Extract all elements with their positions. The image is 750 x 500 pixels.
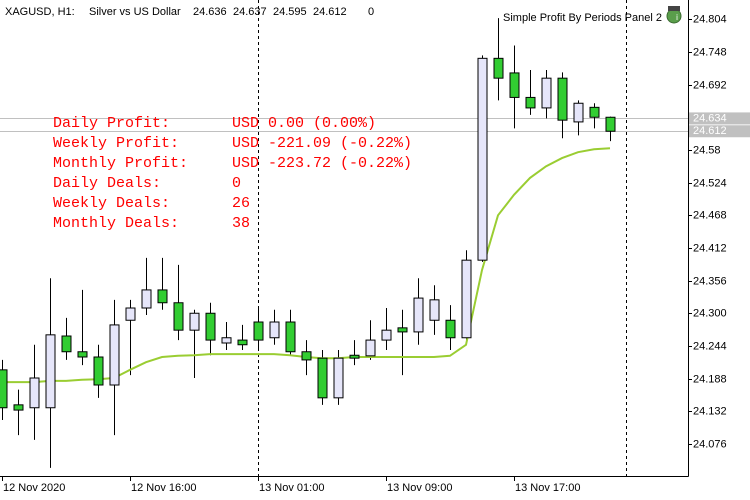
- svg-text:i: i: [676, 13, 678, 22]
- x-tick-label: 13 Nov 17:00: [515, 482, 580, 494]
- candle-body: [349, 354, 360, 359]
- candle-body: [333, 357, 344, 399]
- y-tick-label: 24.132: [693, 405, 727, 417]
- candle-body: [477, 57, 488, 261]
- candle-body: [109, 324, 120, 386]
- candle-body: [397, 327, 408, 333]
- y-tick-label: 24.524: [693, 177, 727, 189]
- panel-label: Monthly Deals:: [53, 215, 179, 232]
- y-tick-label: 24.244: [693, 340, 727, 352]
- symbol: XAGUSD, H1:: [5, 6, 75, 18]
- panel-value: 38: [232, 215, 250, 232]
- panel-value: 26: [232, 195, 250, 212]
- y-tick-label: 24.468: [693, 209, 727, 221]
- candle-body: [253, 321, 264, 341]
- candle-body: [45, 334, 56, 409]
- candle-body: [413, 297, 424, 333]
- candle-body: [429, 299, 440, 321]
- candle-body: [77, 351, 88, 358]
- candle-body: [269, 321, 280, 339]
- x-tick-label: 12 Nov 16:00: [131, 482, 196, 494]
- candle-body: [365, 339, 376, 357]
- candle-body: [93, 356, 104, 386]
- y-tick-label: 24.412: [693, 242, 727, 254]
- candle-body: [317, 357, 328, 399]
- panel-label: Daily Profit:: [53, 115, 170, 132]
- y-tick-label: 24.692: [693, 79, 727, 91]
- candle-body: [157, 289, 168, 304]
- candle-body: [29, 377, 40, 409]
- panel-label: Weekly Profit:: [53, 135, 179, 152]
- price-label: 24.612: [693, 125, 727, 137]
- candle-body: [589, 106, 600, 118]
- candle-body: [541, 77, 552, 109]
- y-tick-label: 24.356: [693, 275, 727, 287]
- price-label-box: [689, 112, 750, 125]
- y-tick-label: 24.188: [693, 373, 727, 385]
- indicator-title: Simple Profit By Periods Panel 2: [503, 12, 662, 24]
- x-tick-label: 13 Nov 01:00: [259, 482, 324, 494]
- header-high: 24.637: [233, 6, 267, 18]
- candle-body: [445, 319, 456, 339]
- candle-body: [493, 57, 504, 79]
- candle-body: [61, 335, 72, 353]
- panel-label: Daily Deals:: [53, 175, 161, 192]
- price-label: 24.634: [693, 112, 727, 124]
- candle-body: [173, 302, 184, 331]
- x-tick-label: 12 Nov 2020: [3, 482, 65, 494]
- candle-body: [301, 351, 312, 361]
- candle-body: [141, 289, 152, 309]
- header-volume: 0: [368, 6, 374, 18]
- candle-body: [285, 321, 296, 353]
- panel-label: Monthly Profit:: [53, 155, 188, 172]
- candle-body: [461, 259, 472, 339]
- panel-value: USD -223.72 (-0.22%): [232, 155, 412, 172]
- symbol-description: Silver vs US Dollar: [89, 6, 181, 18]
- y-tick-label: 24.748: [693, 46, 727, 58]
- candle-body: [125, 307, 136, 321]
- y-tick-label: 24.076: [693, 438, 727, 450]
- candle-body: [237, 339, 248, 346]
- y-tick-label: 24.804: [693, 13, 727, 25]
- x-tick-label: 13 Nov 09:00: [387, 482, 452, 494]
- indicator-icon: i: [666, 6, 682, 24]
- header-low: 24.595: [273, 6, 307, 18]
- candle-body: [381, 329, 392, 341]
- header-close: 24.612: [313, 6, 347, 18]
- panel-label: Weekly Deals:: [53, 195, 170, 212]
- price-label-box: [689, 125, 750, 138]
- candle-body: [525, 96, 536, 109]
- candle-body: [0, 369, 8, 409]
- candle-body: [189, 312, 200, 331]
- panel-value: USD -221.09 (-0.22%): [232, 135, 412, 152]
- candle-body: [221, 337, 232, 344]
- header-open: 24.636: [193, 6, 227, 18]
- candle-body: [573, 102, 584, 123]
- candle-body: [205, 312, 216, 341]
- candle-body: [509, 72, 520, 98]
- panel-value: 0: [232, 175, 241, 192]
- y-tick-label: 24.300: [693, 307, 727, 319]
- candle-body: [13, 404, 24, 411]
- panel-value: USD 0.00 (0.00%): [232, 115, 376, 132]
- y-tick-label: 24.58: [693, 144, 721, 156]
- candle-body: [557, 77, 568, 121]
- candle-body: [605, 116, 616, 132]
